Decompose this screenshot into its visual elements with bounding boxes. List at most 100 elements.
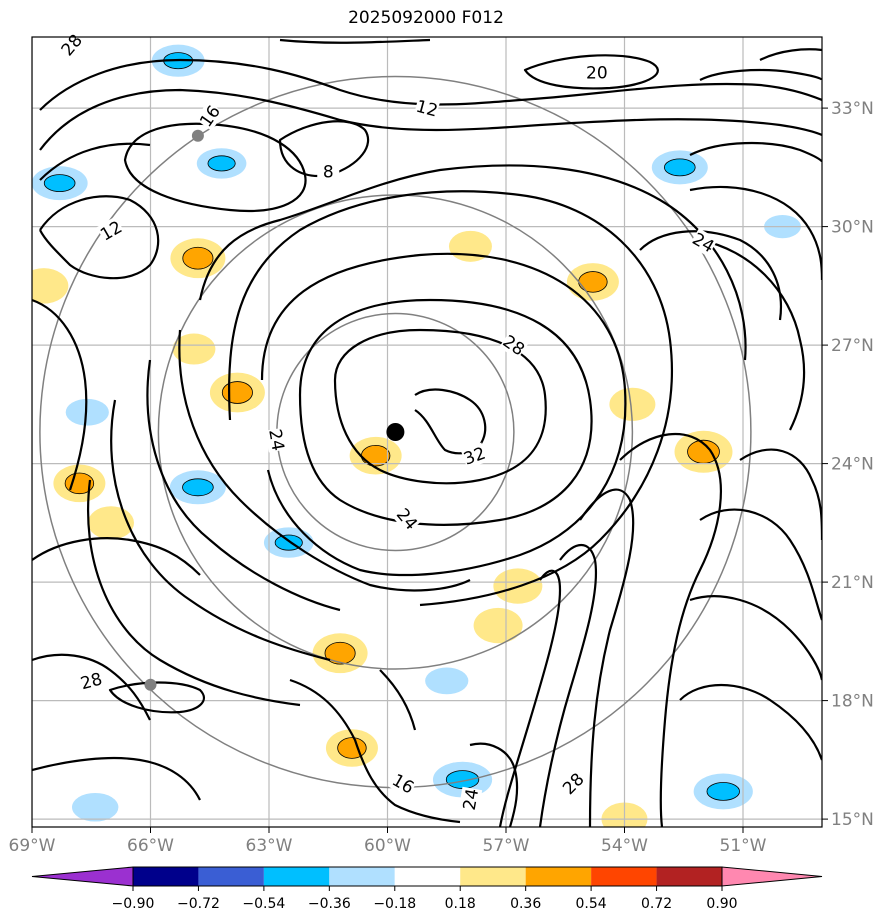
contour-line [146,359,341,612]
colorbar-frame [132,866,723,887]
shaded-region-positive-core [578,271,608,293]
shaded-region-positive-core [182,246,214,270]
contour-line [298,298,593,526]
shaded-region-positive-core [337,737,367,759]
y-tick-label: 18°N [831,692,874,712]
x-tick-label: 69°W [9,836,56,856]
colorbar-tick-label: −0.54 [242,896,285,912]
shaded-region-negative-core [706,782,740,801]
shaded-region-negative-core [663,158,696,177]
contour-line [689,185,822,281]
contour-line [32,653,151,721]
y-tick-label: 30°N [831,218,874,238]
colorbar-segment [133,867,199,886]
x-tick-label: 54°W [601,836,648,856]
colorbar-tick-label: −0.72 [177,896,220,912]
colorbar-segment [198,867,264,886]
contour-line [86,479,301,707]
y-tick-label: 15°N [831,810,874,830]
contour-label: 12 [414,95,441,122]
contour-line [110,399,331,662]
svg-text:8: 8 [323,162,334,182]
colorbar-segment [394,867,461,886]
shaded-region-positive [473,607,523,644]
contour-line [228,190,674,607]
contour-line [579,488,635,827]
svg-text:24: 24 [460,787,483,812]
contour-line [333,328,547,485]
colorbar-tick-label: 0.54 [576,896,607,912]
shaded-region-negative-core [445,770,480,789]
colorbar-segment [460,867,526,886]
storm-center-marker [386,423,405,441]
colorbar-segment [263,867,330,886]
contour-line [689,595,822,681]
range-ring [157,194,634,670]
contour-line [39,142,151,181]
svg-text:24: 24 [264,428,287,453]
svg-text:20: 20 [586,64,608,84]
contour-line [538,543,598,827]
shaded-region-positive [172,333,216,365]
shaded-region-positive-core [360,444,391,467]
shaded-region-negative [72,792,119,822]
shaded-region-negative [425,667,469,695]
colorbar-segment [656,867,722,886]
colorbar-tick-label: 0.36 [510,896,541,912]
contour-line [289,678,461,824]
y-tick-label: 21°N [831,573,874,593]
contour-line [379,669,417,731]
colorbar-extend-min [31,866,134,887]
colorbar-tick-label: 0.90 [706,896,737,912]
contour-line [619,432,722,827]
contour-line [679,684,822,761]
shaded-region-positive [32,268,69,304]
contour-line [39,195,160,280]
station-marker [144,678,157,691]
y-tick-label: 24°N [831,455,874,475]
colorbar-segment [591,867,657,886]
contour-line [498,569,562,827]
contour-line [39,88,822,151]
contour-line [178,329,471,592]
colorbar-extend-max [721,866,823,887]
shaded-region-positive [88,506,134,540]
x-tick-label: 57°W [483,836,530,856]
y-tick-label: 27°N [831,336,874,356]
colorbar-segment [329,867,395,886]
colorbar-segment [525,867,592,886]
x-tick-label: 51°W [720,836,767,856]
contour-line [32,298,88,491]
shaded-region-positive-core [221,381,253,404]
contour-label: 8 [317,161,340,182]
contour-label: 20 [585,62,608,84]
chart-title: 2025092000 F012 [348,8,504,28]
contour-line [32,756,201,801]
station-marker [191,129,204,142]
plot-frame [31,36,823,828]
shaded-region-positive [609,387,656,421]
contour-line [689,141,822,163]
x-tick-label: 63°W [246,836,293,856]
shaded-region-positive-core [324,641,356,665]
shaded-region-negative [65,398,109,426]
contour-line [278,120,370,178]
colorbar-tick-label: −0.36 [308,896,351,912]
contour-label: 24 [264,427,289,453]
contour-line [469,742,519,827]
contour-line [699,68,822,81]
shaded-region-negative-core [43,174,76,193]
y-tick-label: 33°N [831,99,874,119]
colorbar-tick-label: 0.72 [641,896,672,912]
shaded-region-negative-core [207,155,236,172]
contour-line [260,252,627,577]
contour-line [523,54,659,90]
contour-line [759,48,822,61]
colorbar-tick-label: −0.18 [373,896,416,912]
contour-label: 24 [458,786,483,812]
contour-line [699,508,822,621]
contour-line [699,238,806,431]
contour-line [32,537,201,576]
colorbar-tick-label: 0.18 [445,896,476,912]
